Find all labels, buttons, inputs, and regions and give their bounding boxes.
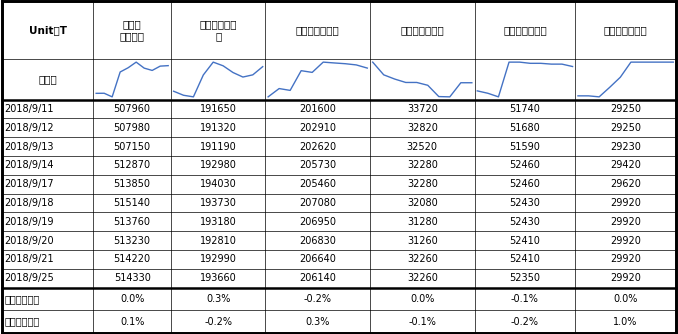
Text: 天然橡胶：山东: 天然橡胶：山东 xyxy=(296,25,340,35)
Text: 51680: 51680 xyxy=(510,123,540,133)
Text: 33720: 33720 xyxy=(407,104,438,114)
Text: 52460: 52460 xyxy=(509,179,540,189)
Text: 52350: 52350 xyxy=(509,273,540,283)
Text: 206140: 206140 xyxy=(299,273,336,283)
Text: 52460: 52460 xyxy=(509,160,540,170)
Text: 205730: 205730 xyxy=(299,160,336,170)
Text: 2018/9/21: 2018/9/21 xyxy=(5,255,54,265)
Text: 29920: 29920 xyxy=(610,217,641,227)
Text: 2018/9/12: 2018/9/12 xyxy=(5,123,54,133)
Text: 202910: 202910 xyxy=(299,123,336,133)
Text: 与上一周相比: 与上一周相比 xyxy=(5,317,40,327)
Text: 31260: 31260 xyxy=(407,235,437,245)
Text: 2018/9/11: 2018/9/11 xyxy=(5,104,54,114)
Text: 192810: 192810 xyxy=(200,235,237,245)
Text: 2018/9/20: 2018/9/20 xyxy=(5,235,54,245)
Text: 206640: 206640 xyxy=(299,255,336,265)
Text: 32260: 32260 xyxy=(407,255,438,265)
Text: 206830: 206830 xyxy=(299,235,336,245)
Text: -0.1%: -0.1% xyxy=(511,294,539,304)
Text: 2018/9/18: 2018/9/18 xyxy=(5,198,54,208)
Text: 201600: 201600 xyxy=(299,104,336,114)
Text: Unit：T: Unit：T xyxy=(28,25,66,35)
Text: 2018/9/19: 2018/9/19 xyxy=(5,217,54,227)
Text: 52410: 52410 xyxy=(509,235,540,245)
Text: 32520: 32520 xyxy=(407,142,438,152)
Text: 32080: 32080 xyxy=(407,198,437,208)
Text: 206950: 206950 xyxy=(299,217,336,227)
Text: 191320: 191320 xyxy=(200,123,237,133)
Text: 0.0%: 0.0% xyxy=(410,294,435,304)
Text: 32260: 32260 xyxy=(407,273,438,283)
Text: 191190: 191190 xyxy=(200,142,237,152)
Text: 52410: 52410 xyxy=(509,255,540,265)
Text: 2018/9/13: 2018/9/13 xyxy=(5,142,54,152)
Text: 515140: 515140 xyxy=(114,198,151,208)
Text: 29420: 29420 xyxy=(610,160,641,170)
Text: 1.0%: 1.0% xyxy=(614,317,638,327)
Text: 29250: 29250 xyxy=(610,104,641,114)
Text: 0.3%: 0.3% xyxy=(206,294,231,304)
Text: -0.2%: -0.2% xyxy=(511,317,539,327)
Text: 29230: 29230 xyxy=(610,142,641,152)
Text: 52430: 52430 xyxy=(509,198,540,208)
Text: -0.1%: -0.1% xyxy=(408,317,436,327)
Text: 513230: 513230 xyxy=(114,235,151,245)
Text: 0.1%: 0.1% xyxy=(120,317,144,327)
Text: 507960: 507960 xyxy=(114,104,151,114)
Text: 天然橡胶：海南: 天然橡胶：海南 xyxy=(401,25,444,35)
Text: 512870: 512870 xyxy=(114,160,151,170)
Text: 193660: 193660 xyxy=(200,273,237,283)
Text: 513760: 513760 xyxy=(114,217,151,227)
Text: 2018/9/14: 2018/9/14 xyxy=(5,160,54,170)
Text: 天然橡胶：云南: 天然橡胶：云南 xyxy=(603,25,647,35)
Text: 天然橡
胶：总计: 天然橡 胶：总计 xyxy=(120,19,144,41)
Text: 514220: 514220 xyxy=(114,255,151,265)
Text: 32280: 32280 xyxy=(407,179,438,189)
Text: 507150: 507150 xyxy=(114,142,151,152)
Text: 29920: 29920 xyxy=(610,198,641,208)
Text: 192980: 192980 xyxy=(200,160,237,170)
Text: 202620: 202620 xyxy=(299,142,336,152)
Text: 507980: 507980 xyxy=(114,123,151,133)
Text: 193730: 193730 xyxy=(200,198,237,208)
Text: 51590: 51590 xyxy=(509,142,540,152)
Text: 513850: 513850 xyxy=(114,179,151,189)
Text: 193180: 193180 xyxy=(200,217,237,227)
Text: 32820: 32820 xyxy=(407,123,438,133)
Text: 2018/9/17: 2018/9/17 xyxy=(5,179,54,189)
Text: 29920: 29920 xyxy=(610,235,641,245)
Text: 与上一日相比: 与上一日相比 xyxy=(5,294,40,304)
Text: 32280: 32280 xyxy=(407,160,438,170)
Text: -0.2%: -0.2% xyxy=(204,317,232,327)
Text: 29920: 29920 xyxy=(610,273,641,283)
Text: 52430: 52430 xyxy=(509,217,540,227)
Text: 0.0%: 0.0% xyxy=(614,294,638,304)
Text: -0.2%: -0.2% xyxy=(304,294,332,304)
Text: 0.3%: 0.3% xyxy=(306,317,330,327)
Text: 207080: 207080 xyxy=(299,198,336,208)
Text: 514330: 514330 xyxy=(114,273,151,283)
Text: 2018/9/25: 2018/9/25 xyxy=(5,273,54,283)
Text: 191650: 191650 xyxy=(200,104,237,114)
Text: 192990: 192990 xyxy=(200,255,237,265)
Text: 迷你图: 迷你图 xyxy=(39,74,57,85)
Text: 天然橡胶：天津: 天然橡胶：天津 xyxy=(503,25,546,35)
Text: 194030: 194030 xyxy=(200,179,237,189)
Text: 31280: 31280 xyxy=(407,217,437,227)
Text: 0.0%: 0.0% xyxy=(120,294,144,304)
Text: 29250: 29250 xyxy=(610,123,641,133)
Text: 205460: 205460 xyxy=(299,179,336,189)
Text: 51740: 51740 xyxy=(509,104,540,114)
Text: 天然橡胶：上
海: 天然橡胶：上 海 xyxy=(199,19,237,41)
Text: 29620: 29620 xyxy=(610,179,641,189)
Text: 29920: 29920 xyxy=(610,255,641,265)
